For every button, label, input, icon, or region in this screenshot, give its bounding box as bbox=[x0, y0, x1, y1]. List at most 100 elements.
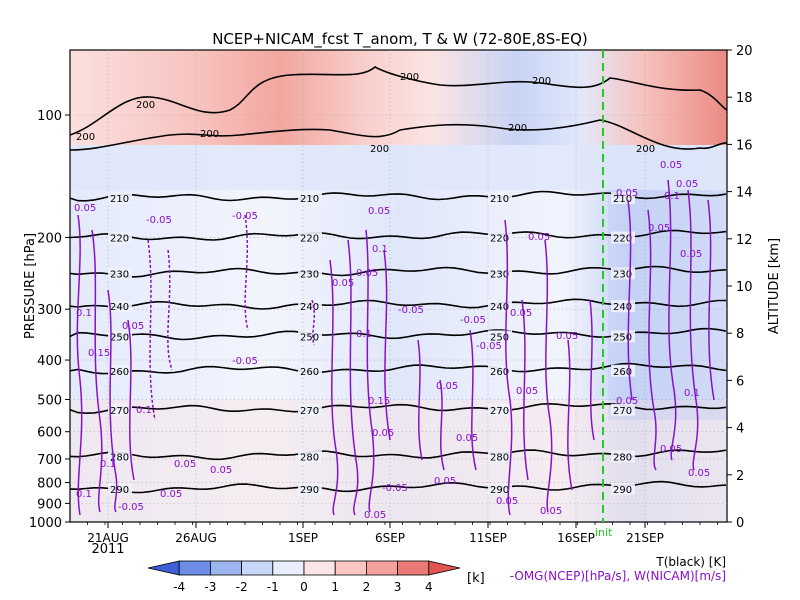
isotherm-label: 280 bbox=[110, 452, 129, 463]
date-tick-label: 6SEP bbox=[375, 531, 405, 545]
isotherm-label: 210 bbox=[490, 194, 509, 205]
gridlines bbox=[70, 50, 727, 522]
isotherm-label: 260 bbox=[300, 367, 319, 378]
omega-label: -0.05 bbox=[476, 341, 502, 352]
colorbar-tick-label: 0 bbox=[300, 580, 308, 594]
altitude-tick-label: 14 bbox=[736, 186, 753, 201]
date-tick-label: 21SEP bbox=[626, 531, 664, 545]
altitude-tick-label: 10 bbox=[736, 280, 753, 295]
altitude-tick-label: 4 bbox=[736, 422, 744, 437]
contour-label: 200 bbox=[400, 72, 419, 83]
contour-200 bbox=[69, 66, 728, 151]
omega-label: 0.05 bbox=[516, 386, 538, 397]
upper-trop-anomaly-band bbox=[70, 145, 727, 190]
colorbar-segment bbox=[365, 560, 398, 576]
omega-label: 0.05 bbox=[660, 160, 682, 171]
colorbar-tick-label: 3 bbox=[394, 580, 402, 594]
omega-label: -0.05 bbox=[398, 305, 424, 316]
isotherm-label: 270 bbox=[613, 406, 632, 417]
omega-label: 0.15 bbox=[88, 348, 110, 359]
omega-label: 0.1 bbox=[356, 329, 372, 340]
isotherm-label: 250 bbox=[490, 332, 509, 343]
omega-label: 0.15 bbox=[368, 396, 390, 407]
colorbar-segment bbox=[272, 560, 305, 576]
isotherm-label: 260 bbox=[490, 367, 509, 378]
omega-label: 0.05 bbox=[160, 489, 182, 500]
omega-label: 0.05 bbox=[372, 428, 394, 439]
colorbar-segment bbox=[209, 560, 242, 576]
colorbar-segment bbox=[178, 560, 211, 576]
altitude-tick-label: 6 bbox=[736, 374, 744, 389]
isotherm-label: 260 bbox=[613, 367, 632, 378]
isotherm-label: 240 bbox=[300, 302, 319, 313]
omega-label: 0.05 bbox=[456, 433, 478, 444]
omega-label: -0.05 bbox=[118, 502, 144, 513]
colorbar-segment bbox=[428, 560, 461, 576]
isotherm-label: 220 bbox=[110, 234, 129, 245]
omega-label: 0.05 bbox=[122, 321, 144, 332]
contour-label: 200 bbox=[200, 129, 219, 140]
altitude-tick-label: 12 bbox=[736, 233, 753, 248]
omega-label: 0.05 bbox=[332, 278, 354, 289]
init-marker: init bbox=[595, 50, 613, 539]
contour-label: 200 bbox=[136, 100, 155, 111]
isotherm-label: 230 bbox=[110, 269, 129, 280]
altitude-tick-label: 2 bbox=[736, 469, 744, 484]
omega-label: 0.05 bbox=[528, 232, 550, 243]
isotherm-label: 210 bbox=[613, 194, 632, 205]
colorbar-tick-label: 4 bbox=[425, 580, 433, 594]
omega-label: -0.05 bbox=[460, 315, 486, 326]
pressure-tick-label: 1000 bbox=[29, 516, 62, 531]
colorbar-tick-label: -3 bbox=[204, 580, 216, 594]
omega-label: 0.05 bbox=[510, 308, 532, 319]
date-tick-label: 26AUG bbox=[175, 531, 217, 545]
omega-label: 0.05 bbox=[368, 206, 390, 217]
omega-label: -0.05 bbox=[382, 483, 408, 494]
isotherm-label: 280 bbox=[490, 452, 509, 463]
omega-label: 0.05 bbox=[174, 459, 196, 470]
isotherm-label: 210 bbox=[300, 194, 319, 205]
omega-labels: 0.05 -0.05 -0.05 0.05 0.1 0.05 0.05 -0.0… bbox=[74, 160, 710, 521]
isotherm-label: 280 bbox=[613, 452, 632, 463]
omega-contours bbox=[76, 179, 715, 516]
altitude-tick-label: 0 bbox=[736, 516, 744, 531]
isotherm-label: 270 bbox=[300, 406, 319, 417]
init-label: init bbox=[595, 526, 613, 539]
omega-label: 0.05 bbox=[364, 510, 386, 521]
colorbar-segment bbox=[397, 560, 430, 576]
isotherm-label: 230 bbox=[613, 269, 632, 280]
omega-label: 0.05 bbox=[496, 496, 518, 507]
pressure-tick-label: 300 bbox=[37, 303, 62, 318]
colorbar-tick-label: 1 bbox=[331, 580, 339, 594]
isotherm-label: 220 bbox=[490, 234, 509, 245]
colorbar-tick-label: -2 bbox=[236, 580, 248, 594]
year-label: 2011 bbox=[91, 542, 124, 557]
y-axis-label-right: ALTITUDE [km] bbox=[767, 238, 782, 334]
colorbar-tick-label: -4 bbox=[173, 580, 185, 594]
omega-label: -0.05 bbox=[232, 211, 258, 222]
isotherm-label: 280 bbox=[300, 452, 319, 463]
omega-label: 0.05 bbox=[688, 468, 710, 479]
y-axis-label-left: PRESSURE [hPa] bbox=[23, 233, 38, 339]
contour-label: 200 bbox=[508, 123, 527, 134]
date-tick-label: 16SEP bbox=[557, 531, 595, 545]
pressure-tick-label: 600 bbox=[37, 426, 62, 441]
legend-temperature: T(black) [K] bbox=[655, 555, 726, 569]
isotherm-label: 290 bbox=[490, 485, 509, 496]
omega-label: 0.1 bbox=[76, 308, 92, 319]
omega-label: 0.05 bbox=[74, 203, 96, 214]
isotherm-label: 250 bbox=[110, 332, 129, 343]
omega-label: 0.1 bbox=[100, 459, 116, 470]
contour-label: 200 bbox=[370, 144, 389, 155]
omega-label: 0.05 bbox=[616, 188, 638, 199]
isotherm-260 bbox=[69, 362, 727, 375]
omega-label: 0.1 bbox=[372, 244, 388, 255]
omega-label: 0.05 bbox=[616, 396, 638, 407]
date-tick-label: 1SEP bbox=[288, 531, 318, 545]
isotherm-label: 290 bbox=[110, 485, 129, 496]
pressure-tick-label: 900 bbox=[37, 497, 62, 512]
omega-label: 0.1 bbox=[76, 489, 92, 500]
pressure-tick-label: 400 bbox=[37, 354, 62, 369]
omega-label: 0.1 bbox=[136, 405, 152, 416]
